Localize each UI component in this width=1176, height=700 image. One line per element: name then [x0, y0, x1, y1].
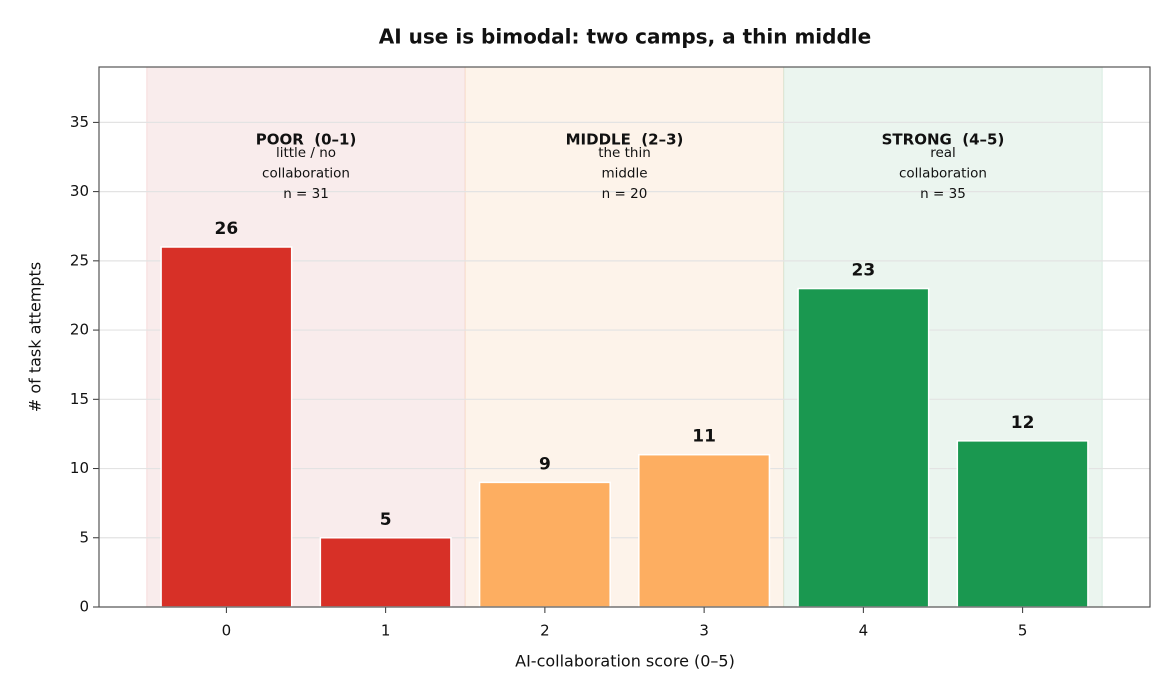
value-label: 12 — [1011, 413, 1035, 433]
bar — [319, 537, 452, 608]
x-tick-label: 2 — [540, 622, 550, 640]
band-note: collaboration — [262, 166, 350, 182]
band-note: n = 20 — [602, 186, 648, 202]
band-label: MIDDLE (2–3) — [566, 131, 684, 149]
bar — [478, 481, 611, 608]
value-label: 26 — [215, 219, 239, 239]
y-tick-label: 15 — [70, 390, 89, 408]
x-tick-label: 5 — [1018, 622, 1028, 640]
y-tick-label: 35 — [70, 113, 89, 131]
x-tick-label: 4 — [859, 622, 869, 640]
x-tick-label: 3 — [699, 622, 709, 640]
y-tick-label: 30 — [70, 182, 89, 200]
x-axis-label: AI-collaboration score (0–5) — [515, 652, 735, 671]
value-label: 5 — [380, 510, 392, 530]
x-tick-label: 1 — [381, 622, 391, 640]
band-note: n = 35 — [920, 186, 966, 202]
band-label: STRONG (4–5) — [882, 131, 1005, 149]
plot-frame — [98, 66, 1151, 608]
band-note: real — [930, 145, 956, 161]
band-label: POOR (0–1) — [256, 131, 357, 149]
bar — [797, 287, 930, 608]
y-tick-label: 20 — [70, 321, 89, 339]
band-note: the thin — [598, 145, 651, 161]
bar — [638, 453, 771, 608]
value-label: 11 — [692, 427, 716, 447]
band-note: middle — [601, 166, 647, 182]
y-tick-label: 25 — [70, 251, 89, 269]
band-note: little / no — [276, 145, 336, 161]
y-axis-label: # of task attempts — [26, 262, 45, 412]
value-label: 23 — [852, 261, 876, 281]
x-tick-label: 0 — [222, 622, 232, 640]
band-note: n = 31 — [283, 186, 329, 202]
y-tick-label: 0 — [79, 598, 89, 616]
band-note: collaboration — [899, 166, 987, 182]
y-tick-label: 5 — [79, 528, 89, 546]
y-tick-label: 10 — [70, 459, 89, 477]
chart-title: AI use is bimodal: two camps, a thin mid… — [379, 25, 871, 49]
bar — [160, 246, 293, 608]
value-label: 9 — [539, 454, 551, 474]
bar — [956, 440, 1089, 608]
